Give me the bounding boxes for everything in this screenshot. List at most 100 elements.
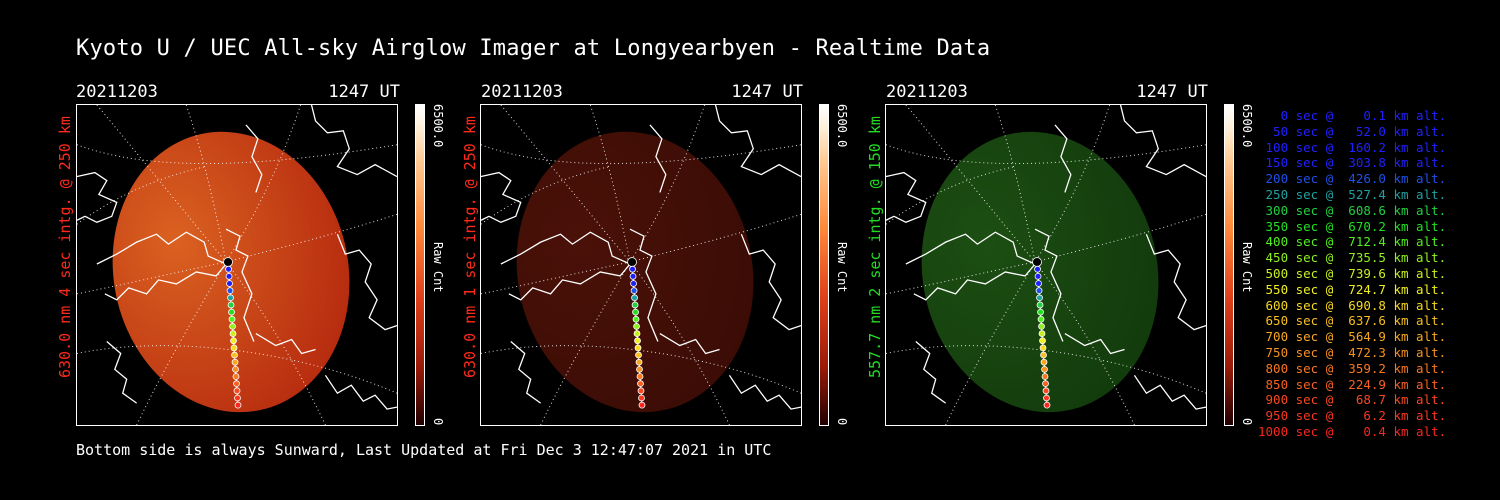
- geographic-grid-line: [77, 261, 227, 295]
- trajectory-legend-row: 850 sec @ 224.9 km alt.: [1258, 376, 1447, 392]
- coastline: [629, 228, 659, 342]
- trajectory-legend-row: 500 sec @ 739.6 km alt.: [1258, 265, 1447, 281]
- coastline: [915, 341, 947, 404]
- coastline: [740, 233, 801, 331]
- trajectory-point: [1034, 265, 1041, 273]
- trajectory-point: [1040, 351, 1047, 359]
- panel-1-time: 1247 UT: [328, 82, 400, 102]
- trajectory-point: [1042, 380, 1049, 388]
- trajectory-legend-row: 650 sec @ 637.6 km alt.: [1258, 313, 1447, 329]
- trajectory-legend-row: 300 sec @ 608.6 km alt.: [1258, 202, 1447, 218]
- trajectory-point: [226, 280, 233, 287]
- geographic-grid-line: [77, 166, 207, 225]
- trajectory-point: [1035, 287, 1043, 295]
- page-title: Kyoto U / UEC All-sky Airglow Imager at …: [76, 36, 991, 61]
- coastline: [649, 124, 667, 193]
- trajectory-legend-row: 400 sec @ 712.4 km alt.: [1258, 234, 1447, 250]
- trajectory-point: [233, 387, 241, 395]
- panel-3-colorbar-max: 6500.0: [1240, 104, 1254, 148]
- trajectory-point: [233, 380, 240, 388]
- trajectory-point: [228, 308, 235, 316]
- trajectory-point: [637, 387, 645, 395]
- coastline: [659, 333, 720, 355]
- trajectory-point: [234, 401, 242, 409]
- geographic-grid-line: [886, 345, 1206, 394]
- coastline: [336, 233, 397, 331]
- trajectory-legend-row: 0 sec @ 0.1 km alt.: [1258, 108, 1447, 123]
- trajectory-point: [1039, 337, 1046, 345]
- trajectory-point: [1036, 301, 1044, 309]
- trajectory-point: [1038, 330, 1046, 337]
- trajectory-point: [1037, 308, 1044, 316]
- coastline: [324, 374, 397, 410]
- trajectory-legend: 0 sec @ 0.1 km alt. 50 sec @ 52.0 km alt…: [1258, 108, 1447, 440]
- trajectory-legend-row: 450 sec @ 735.5 km alt.: [1258, 250, 1447, 266]
- trajectory-point: [635, 351, 642, 359]
- geographic-grid-line: [481, 261, 631, 295]
- coastline: [77, 171, 118, 223]
- coastline: [1133, 374, 1206, 410]
- trajectory-point: [637, 380, 644, 388]
- trajectory-legend-row: 550 sec @ 724.7 km alt.: [1258, 281, 1447, 297]
- trajectory-point: [223, 257, 233, 267]
- panel-2-colorbar-min: 0: [835, 418, 849, 426]
- trajectory-point: [633, 323, 640, 330]
- trajectory-point: [638, 401, 646, 409]
- panel-1-date: 20211203: [76, 82, 158, 102]
- panel-3-colorbar-label: Raw Cnt: [1240, 242, 1254, 293]
- trajectory-legend-row: 900 sec @ 68.7 km alt.: [1258, 392, 1447, 408]
- panel-1-colorbar-min: 0: [431, 418, 445, 426]
- panel-1-colorbar: [415, 104, 425, 426]
- geographic-grid-line: [500, 105, 631, 263]
- panel-1-ylabel: 630.0 nm 4 sec intg. @ 250 km: [56, 116, 74, 378]
- geographic-grid-line: [629, 261, 730, 425]
- trajectory-legend-row: 100 sec @ 160.2 km alt.: [1258, 139, 1447, 155]
- trajectory-point: [225, 272, 233, 280]
- trajectory-point: [630, 287, 638, 295]
- trajectory-point: [1043, 401, 1051, 409]
- trajectory-point: [1034, 272, 1042, 280]
- trajectory-point: [632, 315, 640, 323]
- trajectory-legend-row: 950 sec @ 6.2 km alt.: [1258, 408, 1447, 424]
- geographic-grid-line: [886, 144, 1206, 165]
- trajectory-point: [225, 265, 232, 273]
- panel-3-time: 1247 UT: [1136, 82, 1208, 102]
- airglow-image: [112, 131, 350, 413]
- trajectory-point: [229, 330, 237, 337]
- coastline: [510, 341, 542, 404]
- trajectory-point: [635, 358, 643, 366]
- trajectory-legend-row: 150 sec @ 303.8 km alt.: [1258, 155, 1447, 171]
- trajectory-point: [1041, 365, 1048, 373]
- coastline: [728, 374, 801, 410]
- panel-2-colorbar-max: 6500.0: [835, 104, 849, 148]
- trajectory-point: [632, 308, 639, 316]
- coastline: [481, 171, 522, 223]
- panel-1-colorbar-label: Raw Cnt: [431, 242, 445, 293]
- panel-3-allsky-image: [885, 104, 1207, 426]
- geographic-grid-line: [945, 261, 1036, 425]
- trajectory-point: [629, 272, 637, 280]
- geographic-grid-line: [77, 345, 397, 394]
- trajectory-point: [636, 365, 643, 373]
- coastline: [106, 341, 138, 404]
- trajectory-legend-row: 1000 sec @ 0.4 km alt.: [1258, 423, 1447, 439]
- trajectory-point: [226, 287, 234, 295]
- trajectory-point: [638, 394, 645, 402]
- trajectory-point: [1032, 257, 1042, 267]
- airglow-image: [516, 131, 754, 413]
- trajectory-point: [232, 365, 239, 373]
- panel-3-colorbar-min: 0: [1240, 418, 1254, 426]
- trajectory-point: [231, 351, 238, 359]
- coastline: [886, 171, 927, 223]
- trajectory-point: [1041, 373, 1049, 380]
- trajectory-point: [629, 265, 636, 273]
- panel-3-ylabel: 557.7 nm 2 sec intg. @ 150 km: [866, 116, 884, 378]
- trajectory-point: [1037, 315, 1045, 323]
- trajectory-legend-row: 350 sec @ 670.2 km alt.: [1258, 218, 1447, 234]
- trajectory-point: [227, 294, 234, 302]
- coastline: [225, 228, 255, 342]
- panel-2-allsky-image: [480, 104, 802, 426]
- coastline: [714, 105, 801, 178]
- trajectory-legend-row: 200 sec @ 426.0 km alt.: [1258, 171, 1447, 187]
- trajectory-point: [1039, 344, 1047, 352]
